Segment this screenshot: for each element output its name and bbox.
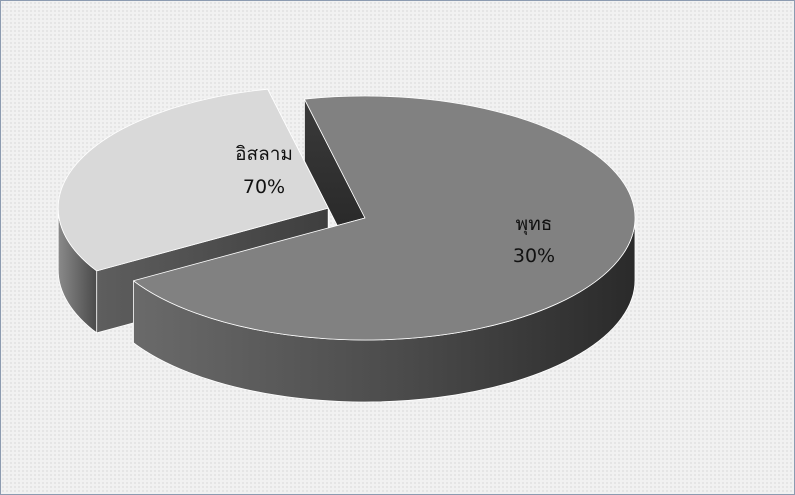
slice-label-1: พุทธ [516,213,553,236]
slice-top-0 [133,95,636,341]
slice-top-1 [57,88,329,272]
slice-value-label-0: 70% [243,176,285,198]
slice-label-0: อิสลาม [235,143,293,165]
slice-value-label-1: 30% [513,245,555,267]
